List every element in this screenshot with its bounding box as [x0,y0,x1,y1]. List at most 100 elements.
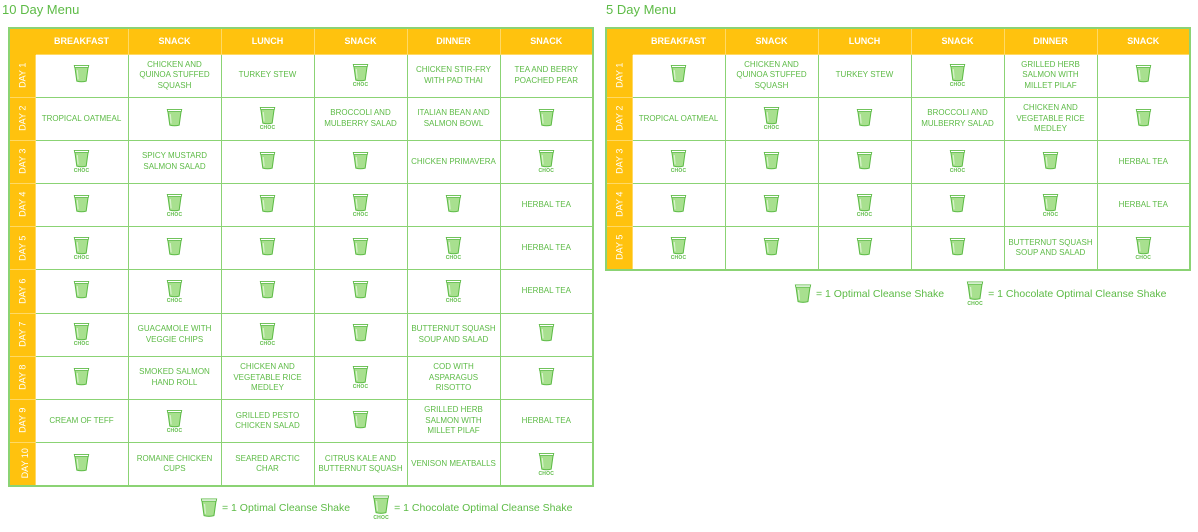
meal-cell: HERBAL TEA [499,226,594,271]
table-row: DAY 1 CHICKEN AND QUINOA STUFFED SQUASH TU… [8,53,594,98]
meal-cell: CHICKEN AND VEGETABLE RICE MEDLEY [1003,96,1098,141]
legend-choc: CHOC = 1 Chocolate Optimal Cleanse Shake [372,494,572,521]
day-label: DAY 9 [8,398,36,444]
choc-cup-icon: CHOC [966,280,984,307]
choc-cup-icon: CHOC [763,106,780,131]
ten-day-menu-title: 10 Day Menu [2,2,80,17]
legend-choc: CHOC = 1 Chocolate Optimal Cleanse Shake [966,280,1166,307]
cup-icon [259,151,276,170]
cup-icon [73,280,90,299]
legend-shake: = 1 Optimal Cleanse Shake [200,497,350,518]
choc-cup-icon: CHOC [372,494,390,521]
choc-cup-icon: CHOC [670,149,687,174]
meal-cell [724,183,819,228]
table-row: DAY 1 CHICKEN AND QUINOA STUFFED SQUASH TU… [605,53,1191,98]
cup-icon [259,237,276,256]
column-header: SNACK [127,27,222,55]
day-label: DAY 7 [8,312,36,357]
choc-cup-icon: CHOC [166,279,183,304]
choc-cup-icon: CHOC [670,236,687,261]
meal-cell: CHOC [127,398,222,444]
choc-cup-icon: CHOC [949,63,966,88]
meal-cell [499,312,594,357]
cup-icon [352,280,369,299]
meal-cell [127,226,222,271]
cup-icon [73,64,90,83]
meal-cell: CHICKEN PRIMAVERA [406,139,501,185]
column-header: DINNER [1003,27,1098,55]
meal-cell: CHOC [499,442,594,487]
cup-icon [949,237,966,256]
meal-cell: GRILLED PESTO CHICKEN SALAD [220,398,315,444]
choc-cup-icon: CHOC [445,236,462,261]
meal-cell [499,96,594,141]
meal-cell: TURKEY STEW [817,53,912,98]
five-day-legend: = 1 Optimal Cleanse Shake CHOC = 1 Choco… [794,280,1166,307]
cup-icon [352,151,369,170]
header-row: BREAKFAST SNACK LUNCH SNACK DINNER SNACK [605,27,1191,55]
cup-icon [763,237,780,256]
meal-cell [34,269,129,314]
meal-cell: VENISON MEATBALLS [406,442,501,487]
choc-cup-icon: CHOC [949,149,966,174]
choc-cup-icon: CHOC [73,149,90,174]
column-header: LUNCH [817,27,912,55]
cup-icon [166,108,183,127]
column-header: BREAKFAST [631,27,726,55]
meal-cell [631,53,726,98]
day-label: DAY 3 [605,139,633,185]
meal-cell: CHOC [631,226,726,271]
choc-cup-icon: CHOC [538,149,555,174]
choc-cup-icon: CHOC [1042,193,1059,218]
meal-cell [220,183,315,228]
cup-icon [538,323,555,342]
table-row: DAY 10 ROMAINE CHICKEN CUPS SEARED ARCTIC … [8,442,594,487]
day-label: DAY 8 [8,355,36,401]
choc-cup-icon: CHOC [352,193,369,218]
meal-cell: CHICKEN AND QUINOA STUFFED SQUASH [127,53,222,98]
choc-cup-icon: CHOC [259,106,276,131]
cup-icon [73,367,90,386]
meal-cell: CHOC [1096,226,1191,271]
table-row: DAY 3 CHOC CHOC HERBAL TEA [605,139,1191,185]
column-header: SNACK [724,27,819,55]
table-row: DAY 6 CHOC CHOC HERBAL TEA [8,269,594,314]
meal-cell [724,226,819,271]
meal-cell: HERBAL TEA [499,269,594,314]
meal-cell [34,53,129,98]
cup-icon [1042,151,1059,170]
meal-cell: HERBAL TEA [1096,139,1191,185]
cup-icon [794,283,812,304]
meal-cell: BROCCOLI AND MULBERRY SALAD [313,96,408,141]
meal-cell [220,139,315,185]
meal-cell: CHICKEN AND QUINOA STUFFED SQUASH [724,53,819,98]
choc-cup-icon: CHOC [1135,236,1152,261]
meal-cell [1096,53,1191,98]
cup-icon [259,194,276,213]
meal-cell: CHOC [406,226,501,271]
column-header: DINNER [406,27,501,55]
meal-cell [34,183,129,228]
meal-cell: TURKEY STEW [220,53,315,98]
meal-cell: SPICY MUSTARD SALMON SALAD [127,139,222,185]
five-day-menu-title: 5 Day Menu [606,2,677,17]
meal-cell: CHOC [220,312,315,357]
meal-cell: GUACAMOLE WITH VEGGIE CHIPS [127,312,222,357]
cup-icon [670,64,687,83]
meal-cell: CHOC [724,96,819,141]
meal-cell: BUTTERNUT SQUASH SOUP AND SALAD [406,312,501,357]
meal-cell: SEARED ARCTIC CHAR [220,442,315,487]
table-row: DAY 7 CHOC GUACAMOLE WITH VEGGIE CHIPS CHOC… [8,312,594,357]
cup-icon [670,194,687,213]
column-header: SNACK [313,27,408,55]
meal-cell [313,269,408,314]
meal-cell: CHOC [499,139,594,185]
table-row: DAY 5 CHOC CHOC HERBAL TEA [8,226,594,271]
meal-cell: TROPICAL OATMEAL [34,96,129,141]
table-row: DAY 8 SMOKED SALMON HAND ROLL CHICKEN AND … [8,355,594,401]
meal-cell [910,226,1005,271]
day-label: DAY 6 [8,269,36,314]
meal-cell: CHOC [34,312,129,357]
meal-cell: CHICKEN STIR-FRY WITH PAD THAI [406,53,501,98]
meal-cell [817,139,912,185]
